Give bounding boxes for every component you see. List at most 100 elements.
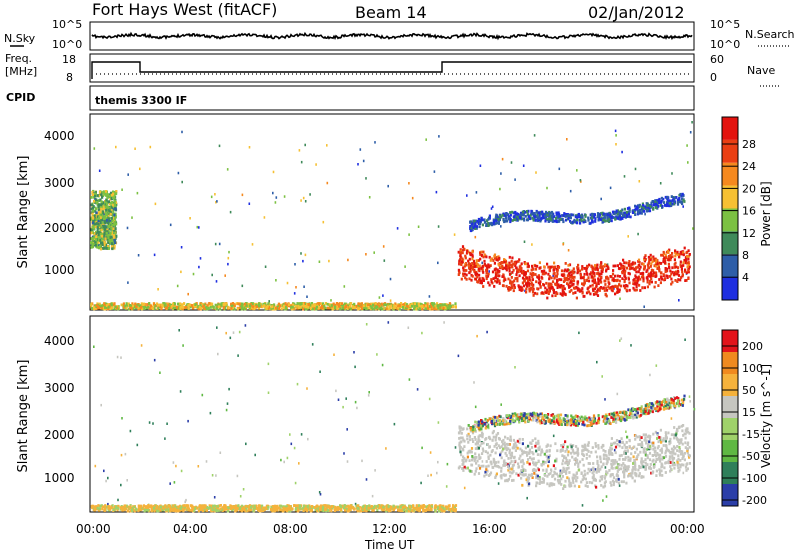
data-cell xyxy=(164,504,167,508)
data-cell xyxy=(140,305,143,309)
data-cell xyxy=(686,265,689,269)
data-cell xyxy=(591,219,594,223)
data-cell xyxy=(188,303,191,307)
data-cell xyxy=(102,205,105,209)
data-cell xyxy=(594,217,597,221)
data-cell xyxy=(661,204,664,208)
speckle xyxy=(216,200,218,203)
data-cell xyxy=(610,215,613,219)
data-cell xyxy=(114,199,117,203)
cpid-value: themis 3300 IF xyxy=(95,94,187,107)
data-cell xyxy=(98,302,101,306)
data-cell xyxy=(426,306,429,310)
data-cell xyxy=(324,504,327,507)
data-cell xyxy=(327,509,330,512)
data-cell xyxy=(363,509,367,512)
data-cell xyxy=(378,504,381,507)
data-cell xyxy=(351,505,354,509)
data-cell xyxy=(655,206,658,210)
data-cell xyxy=(465,263,468,267)
data-cell xyxy=(495,258,498,262)
data-cell xyxy=(110,225,113,228)
data-cell xyxy=(528,283,531,286)
data-cell xyxy=(624,277,627,280)
speckle xyxy=(417,225,420,228)
speckle xyxy=(552,434,555,438)
data-cell xyxy=(658,269,661,273)
data-cell xyxy=(150,304,153,308)
data-cell xyxy=(234,509,237,513)
data-cell xyxy=(131,304,135,308)
data-cell xyxy=(99,232,102,236)
speckle xyxy=(216,326,218,329)
data-cell xyxy=(220,302,223,305)
data-cell xyxy=(567,217,570,220)
data-cell xyxy=(570,280,573,284)
speckle xyxy=(368,391,370,394)
data-cell xyxy=(422,304,426,307)
data-cell xyxy=(335,305,338,309)
data-cell xyxy=(470,225,474,229)
data-cell xyxy=(100,243,103,247)
speckle xyxy=(374,469,376,472)
data-cell xyxy=(102,211,105,215)
data-cell xyxy=(186,506,189,509)
freq-label-1: Freq. xyxy=(5,52,32,65)
data-cell xyxy=(460,260,464,264)
data-cell xyxy=(526,262,529,266)
data-cell xyxy=(96,506,99,510)
data-cell xyxy=(351,305,354,308)
data-cell xyxy=(669,200,673,203)
data-cell xyxy=(343,306,346,310)
data-cell xyxy=(100,306,103,309)
data-cell xyxy=(529,278,532,282)
data-cell xyxy=(120,507,123,511)
data-cell xyxy=(604,283,607,286)
speckle xyxy=(184,500,186,504)
data-cell xyxy=(261,506,265,510)
data-cell xyxy=(110,302,113,306)
data-cell xyxy=(555,218,558,222)
data-cell xyxy=(600,218,603,222)
data-cell xyxy=(129,509,132,513)
speckle xyxy=(637,232,639,236)
data-cell xyxy=(436,304,439,307)
data-cell xyxy=(532,294,535,297)
speckle xyxy=(546,186,548,190)
data-cell xyxy=(567,214,570,217)
data-cell xyxy=(266,507,269,511)
data-cell xyxy=(380,306,383,310)
data-cell xyxy=(471,267,474,271)
data-cell xyxy=(645,207,648,210)
data-cell xyxy=(100,304,103,308)
data-cell xyxy=(349,504,352,508)
data-cell xyxy=(526,213,529,216)
data-cell xyxy=(520,289,523,292)
speckle xyxy=(245,442,247,446)
data-cell xyxy=(210,507,213,511)
data-cell xyxy=(394,506,397,509)
data-cell xyxy=(576,280,580,284)
speckle xyxy=(126,226,129,230)
data-cell xyxy=(461,257,464,261)
speckle xyxy=(387,321,390,324)
data-cell xyxy=(319,302,322,306)
data-cell xyxy=(562,220,565,224)
data-cell xyxy=(108,236,111,239)
data-cell xyxy=(483,253,486,257)
data-cell xyxy=(110,205,113,209)
data-cell xyxy=(90,228,93,232)
speckle xyxy=(199,257,202,260)
data-cell xyxy=(597,218,600,222)
data-cell xyxy=(551,215,554,218)
data-cell xyxy=(301,302,304,306)
data-cell xyxy=(93,243,96,247)
data-cell xyxy=(606,213,609,217)
data-cell xyxy=(511,265,514,269)
speckle xyxy=(354,502,357,506)
data-cell xyxy=(130,506,133,510)
data-cell xyxy=(497,255,500,259)
data-cell xyxy=(430,305,433,308)
data-cell xyxy=(97,208,101,212)
data-cell xyxy=(685,259,688,262)
